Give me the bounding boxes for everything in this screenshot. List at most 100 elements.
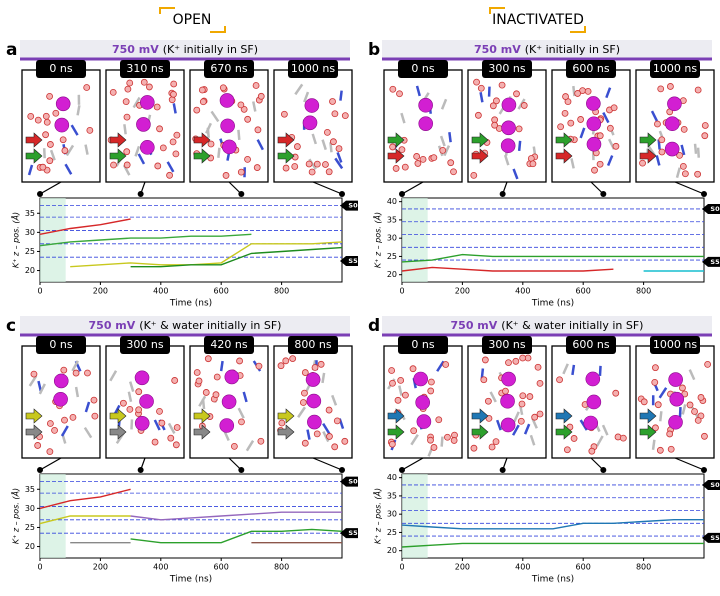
ion: [140, 140, 154, 154]
water: [597, 161, 603, 167]
water: [655, 402, 661, 408]
connector-dot: [399, 191, 405, 197]
ion: [586, 372, 600, 386]
water: [427, 437, 433, 443]
ion: [140, 394, 154, 408]
water: [537, 411, 543, 417]
water: [519, 401, 525, 407]
water: [698, 394, 704, 400]
water: [120, 400, 126, 406]
water: [692, 409, 698, 415]
header-voltage: 750 mV: [451, 319, 498, 332]
water: [238, 169, 244, 175]
water: [146, 84, 152, 90]
water: [35, 117, 41, 123]
snapshot-label: 420 ns: [210, 338, 247, 351]
group-header: INACTIVATED: [492, 12, 584, 28]
water: [527, 394, 533, 400]
ion: [502, 372, 516, 386]
water: [170, 139, 176, 145]
water: [290, 356, 296, 362]
connector-dot: [138, 191, 144, 197]
water: [390, 86, 396, 92]
water: [443, 361, 449, 367]
water: [237, 358, 243, 364]
water: [420, 156, 426, 162]
water: [47, 158, 53, 164]
water: [205, 356, 211, 362]
x-tick-label: 600: [214, 287, 229, 296]
water: [283, 165, 289, 171]
ion: [419, 98, 433, 112]
x-tick-label: 200: [93, 563, 108, 572]
water: [667, 83, 673, 89]
site-tag-label: S0: [348, 202, 358, 210]
water: [245, 156, 251, 162]
connector-dot: [500, 191, 506, 197]
y-tick-label: 25: [25, 247, 35, 256]
x-tick-label: 800: [274, 287, 289, 296]
water: [127, 406, 133, 412]
water: [31, 371, 37, 377]
water: [667, 431, 673, 437]
water: [332, 444, 338, 450]
water: [659, 149, 665, 155]
water: [428, 388, 434, 394]
x-axis-label: Time (ns): [169, 575, 212, 585]
ion: [584, 416, 598, 430]
protein-stick: [573, 86, 574, 96]
water: [578, 116, 584, 122]
water: [613, 390, 619, 396]
water: [324, 129, 330, 135]
x-axis-label: Time (ns): [531, 299, 574, 309]
snapshot-label: 600 ns: [572, 338, 609, 351]
water: [326, 169, 332, 175]
water: [91, 397, 97, 403]
water: [399, 147, 405, 153]
water: [471, 445, 477, 451]
water: [342, 438, 348, 444]
water: [592, 167, 598, 173]
connector: [402, 182, 423, 194]
water: [194, 107, 200, 113]
ion: [222, 140, 236, 154]
ion: [587, 395, 601, 409]
ion: [670, 392, 684, 406]
ion: [220, 419, 234, 433]
ion: [56, 97, 70, 111]
connector-dot: [339, 191, 345, 197]
water: [302, 440, 308, 446]
water: [253, 82, 259, 88]
water: [575, 90, 581, 96]
ion: [135, 416, 149, 430]
y-tick-label: 35: [25, 209, 35, 218]
y-tick-label: 40: [387, 473, 397, 482]
header-text: 750 mV(K⁺ & water initially in SF): [451, 319, 644, 332]
ion: [665, 117, 679, 131]
water: [607, 125, 613, 131]
water: [481, 377, 487, 383]
water: [492, 122, 498, 128]
water: [332, 111, 338, 117]
header-condition: (K⁺ & water initially in SF): [501, 319, 643, 332]
water: [563, 94, 569, 100]
water: [199, 87, 205, 93]
water: [695, 171, 701, 177]
snapshot-label: 0 ns: [49, 338, 72, 351]
water: [167, 172, 173, 178]
water: [301, 390, 307, 396]
site-tag-label: S5: [710, 258, 720, 266]
panel-letter: d: [368, 316, 380, 336]
water: [520, 355, 526, 361]
site-tag-label: S5: [348, 257, 358, 265]
ion: [136, 117, 150, 131]
water: [613, 143, 619, 149]
water: [123, 99, 129, 105]
connector-dot: [701, 191, 707, 197]
water: [154, 104, 160, 110]
water: [125, 86, 131, 92]
water: [485, 398, 491, 404]
water: [489, 444, 495, 450]
